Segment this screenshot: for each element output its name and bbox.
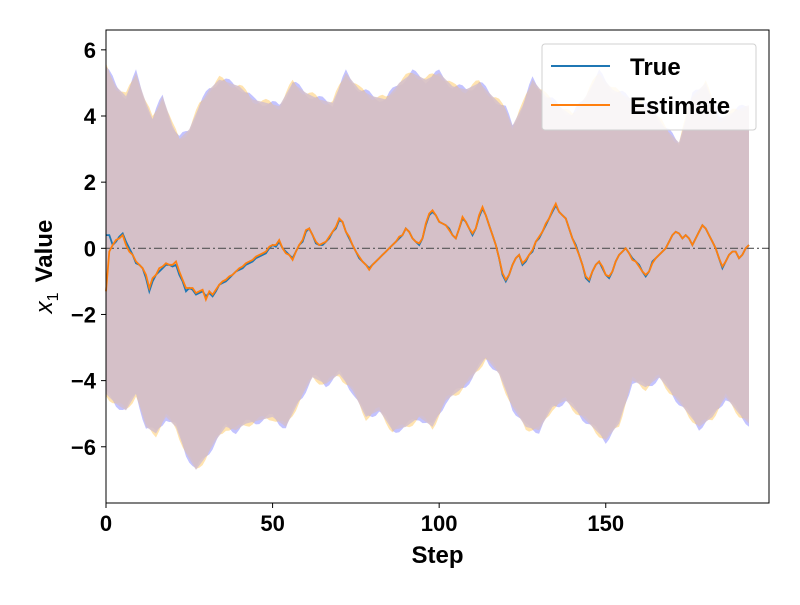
y-axis-value-word: Value [31,220,58,283]
y-tick-label: −6 [71,435,96,460]
x-tick-label: 0 [100,511,112,536]
y-tick-label: 2 [84,170,96,195]
x-tick-label: 50 [260,511,284,536]
legend: True Estimate [541,43,757,131]
y-axis-ticks: 6 4 2 0 −2 −4 −6 [71,38,106,460]
series-lines [105,201,750,303]
band-overlap [106,66,749,470]
y-tick-label: 4 [84,104,97,129]
x-tick-label: 150 [587,511,624,536]
y-axis-symbol: x [31,300,58,314]
series-line-estimate [105,201,750,303]
x-axis-ticks: 0 50 100 150 [100,503,624,536]
legend-label-estimate: Estimate [630,93,730,120]
uncertainty-bands [106,63,749,470]
y-tick-label: −2 [71,302,96,327]
y-axis-subscript: 1 [45,292,62,301]
x-axis-title: Step [411,542,463,569]
y-tick-label: 0 [84,236,96,261]
plot-frame [105,29,770,504]
y-tick-label: −4 [71,369,97,394]
y-axis-title: x1 Value [31,220,62,315]
x-tick-label: 100 [421,511,458,536]
legend-label-true: True [630,54,681,81]
y-tick-label: 6 [84,38,96,63]
